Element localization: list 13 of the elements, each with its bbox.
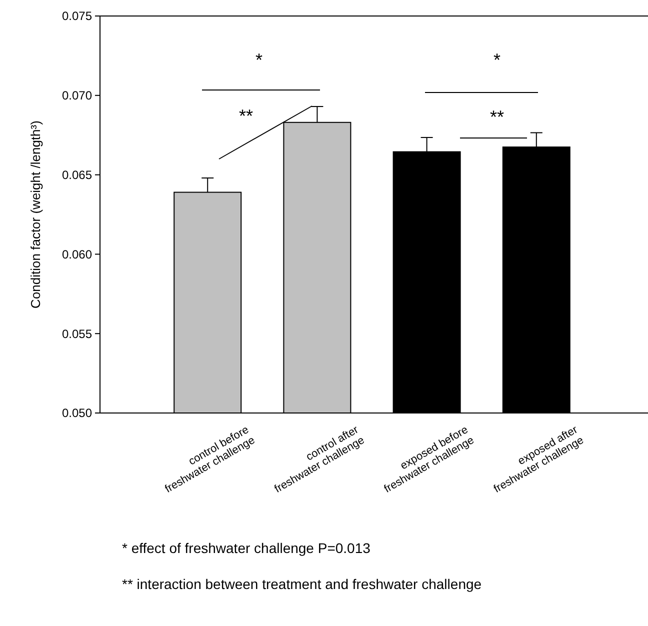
y-tick-label: 0.075: [62, 9, 92, 24]
text: ** interaction between treatment and freshwater challenge: [122, 576, 482, 592]
y-tick-label: 0.065: [62, 168, 92, 182]
annotation: *: [493, 50, 501, 70]
y-axis-title: Condition factor (weight /length³): [28, 120, 43, 308]
annotation: *: [255, 50, 263, 70]
text: * effect of freshwater challenge P=0.013: [122, 540, 371, 556]
y-tick-label: 0.050: [62, 406, 92, 420]
y-tick-label: 0.055: [62, 326, 92, 341]
y-tick-label: 0.070: [62, 88, 92, 103]
annotation: **: [490, 107, 504, 127]
annotation: **: [238, 106, 254, 126]
y-tick-label: 0.060: [62, 247, 92, 262]
